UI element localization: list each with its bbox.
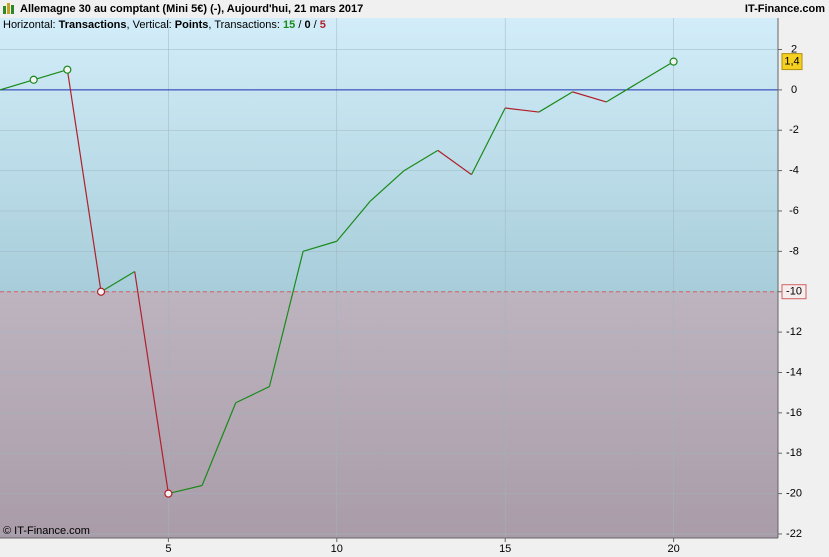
y-tick-label: -8 bbox=[789, 245, 799, 257]
y-tick-label: 2 bbox=[791, 43, 797, 55]
line-segment bbox=[0, 79, 34, 91]
line-segment bbox=[639, 61, 674, 83]
subtitle-part: Transactions bbox=[59, 19, 127, 31]
y-tick-label: -18 bbox=[786, 447, 802, 459]
line-segment bbox=[538, 91, 573, 113]
subtitle-part: , Vertical: bbox=[127, 19, 175, 31]
y-tick-label: -20 bbox=[786, 487, 802, 499]
app-icon bbox=[3, 3, 14, 14]
line-segment bbox=[403, 149, 439, 172]
point-marker bbox=[63, 65, 72, 74]
line-segment bbox=[66, 69, 102, 292]
y-tick-label: -4 bbox=[789, 165, 799, 177]
y-tick-label: -16 bbox=[786, 407, 802, 419]
y-tick-label: -2 bbox=[789, 124, 799, 136]
plot-area bbox=[0, 18, 778, 538]
subtitle-part: , Transactions: bbox=[208, 19, 283, 31]
line-segment bbox=[336, 200, 371, 242]
y-tick-label: 0 bbox=[791, 84, 797, 96]
line-segment bbox=[100, 271, 136, 293]
y-tick-label: -22 bbox=[786, 528, 802, 540]
line-segment bbox=[302, 240, 337, 252]
subtitle-part: 15 bbox=[283, 19, 295, 31]
upper-zone bbox=[0, 18, 778, 292]
line-segment bbox=[505, 107, 539, 113]
threshold-label-box bbox=[781, 284, 807, 300]
point-marker bbox=[29, 75, 38, 84]
subtitle-part: Points bbox=[175, 19, 209, 31]
line-segment bbox=[235, 386, 270, 404]
point-marker bbox=[96, 287, 106, 296]
line-segment bbox=[201, 402, 237, 486]
line-segment bbox=[370, 170, 405, 202]
subtitle-part: 0 bbox=[304, 19, 310, 31]
point-marker bbox=[669, 57, 678, 66]
subtitle-part: Horizontal: bbox=[3, 19, 59, 31]
footer: © IT-Finance.com bbox=[3, 525, 90, 537]
lower-zone bbox=[0, 291, 778, 538]
x-tick-label: 5 bbox=[165, 543, 171, 555]
y-tick-label: -6 bbox=[789, 205, 799, 217]
x-tick-label: 15 bbox=[499, 543, 511, 555]
line-segment bbox=[437, 149, 472, 176]
line-segment bbox=[605, 81, 641, 103]
y-tick-label: -10 bbox=[786, 286, 802, 298]
point-marker bbox=[164, 489, 173, 498]
line-segment bbox=[134, 271, 169, 494]
x-tick-label: 20 bbox=[667, 543, 679, 555]
line-segment bbox=[572, 91, 607, 103]
x-tick-label: 10 bbox=[331, 543, 343, 555]
subtitle-part: / bbox=[311, 19, 320, 31]
title: Allemagne 30 au comptant (Mini 5€) (-), … bbox=[20, 3, 363, 15]
line-segment bbox=[470, 107, 506, 175]
subtitle-part: 5 bbox=[320, 19, 326, 31]
subtitle-part: / bbox=[295, 19, 304, 31]
site-name: IT-Finance.com bbox=[745, 3, 825, 15]
value-label-box bbox=[781, 53, 803, 71]
line-segment bbox=[168, 484, 203, 495]
value-label: 1,4 bbox=[784, 56, 799, 68]
y-tick-label: -12 bbox=[786, 326, 802, 338]
line-segment bbox=[268, 251, 304, 387]
y-tick-label: -14 bbox=[786, 366, 802, 378]
subtitle: Horizontal: Transactions, Vertical: Poin… bbox=[3, 19, 326, 31]
line-segment bbox=[33, 69, 68, 81]
